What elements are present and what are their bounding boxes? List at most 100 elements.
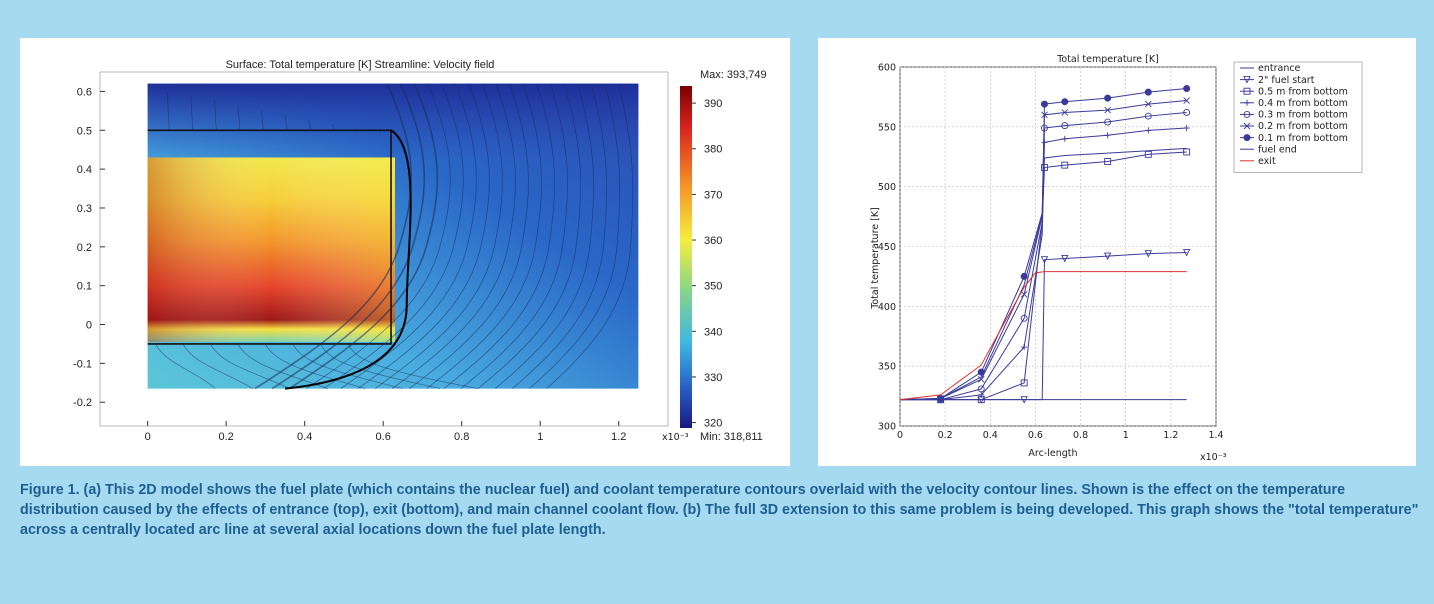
series-line bbox=[899, 88, 1187, 401]
streamline bbox=[288, 83, 439, 390]
marker-triangle bbox=[1103, 252, 1112, 261]
colorbar: 390 380 370 360 350 340 330 320 bbox=[680, 86, 722, 430]
heatmap-plot-area bbox=[99, 71, 669, 427]
legend-entry: 0.3 m from bottom bbox=[1258, 110, 1348, 121]
marker-plus bbox=[1145, 127, 1152, 134]
panel-b-line-chart: Total temperature [K] 0 0.2 0.4 0.6 0.8 1 1.2 1… bbox=[818, 38, 1416, 466]
y-tick-label: 300 bbox=[878, 422, 896, 433]
line-chart-series bbox=[899, 85, 1191, 404]
streamline bbox=[494, 83, 595, 389]
streamline bbox=[284, 114, 288, 131]
streamline-bold bbox=[284, 129, 412, 390]
streamline bbox=[374, 83, 503, 389]
streamline bbox=[237, 105, 241, 131]
legend-entry: 0.1 m from bottom bbox=[1258, 133, 1348, 144]
marker-x bbox=[1020, 291, 1028, 298]
heatmap-axis-ticks: 0 0.2 0.4 0.6 0.8 1 1.2 -0.2 -0.1 0 0.1 0.2 0.3 0.4 0.… bbox=[73, 86, 626, 443]
y-tick-label: 400 bbox=[878, 302, 896, 313]
streamline bbox=[460, 83, 568, 389]
legend-box bbox=[1233, 61, 1363, 173]
marker-x bbox=[1183, 97, 1190, 104]
streamline bbox=[306, 83, 451, 389]
line-chart-ticks: 0 0.2 0.4 0.6 0.8 1 1.2 1.4 300 350 400 450 500 550 60… bbox=[878, 63, 1224, 442]
streamline bbox=[378, 130, 382, 134]
x-tick-label: 0.2 bbox=[938, 430, 953, 441]
streamline bbox=[237, 343, 329, 390]
y-tick-label: 450 bbox=[878, 242, 896, 253]
x-tick-label: 0 bbox=[145, 431, 151, 443]
marker-filled-circle bbox=[1144, 88, 1152, 96]
marker-square bbox=[1020, 379, 1028, 387]
colorbar-tick-label: 370 bbox=[704, 189, 722, 201]
y-tick-label: 500 bbox=[878, 182, 896, 193]
legend-entry: entrance bbox=[1258, 63, 1301, 74]
x-tick-label: 1 bbox=[1123, 430, 1129, 441]
marker-square bbox=[1061, 161, 1069, 169]
x-tick-label: 0.8 bbox=[454, 431, 469, 443]
streamline bbox=[409, 83, 529, 389]
colorbar-tick-label: 380 bbox=[704, 144, 722, 156]
streamline bbox=[347, 343, 478, 390]
marker-plus bbox=[978, 391, 985, 398]
colorbar-tick-label: 390 bbox=[704, 98, 722, 110]
marker-plus bbox=[1183, 125, 1190, 132]
streamline bbox=[357, 83, 490, 389]
streamline bbox=[271, 83, 426, 390]
marker-filled-circle bbox=[1061, 98, 1069, 106]
colorbar-tick-label: 330 bbox=[704, 372, 722, 384]
y-tick-label: -0.2 bbox=[73, 397, 92, 409]
marker-x bbox=[1104, 106, 1111, 114]
marker-circle bbox=[1104, 118, 1112, 126]
heatmap-x-exponent: x10⁻³ bbox=[662, 432, 689, 443]
x-tick-label: 0.6 bbox=[376, 431, 391, 443]
streamline bbox=[213, 100, 217, 131]
streamline bbox=[265, 343, 366, 390]
y-tick-label: 0.3 bbox=[77, 203, 92, 215]
marker-filled-circle bbox=[1183, 85, 1191, 93]
marker-circle bbox=[1183, 109, 1191, 116]
y-tick-label: 0.2 bbox=[77, 242, 92, 254]
x-axis-label: Arc-length bbox=[1028, 448, 1077, 459]
streamline bbox=[155, 343, 216, 389]
streamline bbox=[254, 83, 413, 390]
y-tick-label: 550 bbox=[878, 122, 896, 133]
line-chart-title: Total temperature [K] bbox=[1056, 54, 1159, 65]
marker-triangle bbox=[1061, 255, 1069, 263]
marker-triangle bbox=[1020, 396, 1028, 404]
colorbar-tick-label: 320 bbox=[704, 418, 722, 430]
streamline bbox=[190, 96, 194, 131]
channel-outline bbox=[147, 129, 392, 345]
colorbar-tick-label: 340 bbox=[704, 326, 722, 338]
streamline bbox=[166, 91, 170, 131]
legend-entry: exit bbox=[1258, 156, 1276, 167]
legend-entry: fuel end bbox=[1258, 144, 1297, 155]
marker-plus bbox=[1021, 344, 1028, 351]
colorbar-gradient bbox=[680, 86, 692, 428]
x-tick-label: 1.2 bbox=[1163, 430, 1178, 441]
legend-entry: 0.5 m from bottom bbox=[1258, 86, 1348, 97]
series-exit bbox=[899, 271, 1187, 401]
marker-filled-circle bbox=[1243, 134, 1251, 142]
streamline bbox=[210, 343, 291, 389]
series-line bbox=[899, 271, 1187, 401]
x-tick-label: 1 bbox=[537, 431, 543, 443]
marker-square bbox=[1243, 87, 1251, 95]
heatmap-title: Surface: Total temperature [K] Streamlin… bbox=[226, 59, 495, 71]
y-tick-label: 0.1 bbox=[77, 281, 92, 293]
marker-x bbox=[977, 376, 985, 383]
colorbar-tick-label: 350 bbox=[704, 281, 722, 293]
streamline bbox=[426, 83, 542, 389]
streamlines bbox=[155, 83, 634, 390]
streamline bbox=[477, 83, 581, 389]
legend-entry: 2" fuel start bbox=[1258, 75, 1315, 86]
marker-x bbox=[1144, 100, 1152, 108]
marker-plus bbox=[1244, 99, 1250, 106]
marker-x bbox=[1243, 122, 1251, 130]
x-tick-label: 1.4 bbox=[1208, 430, 1223, 441]
marker-triangle bbox=[1040, 256, 1049, 264]
streamline bbox=[529, 83, 621, 389]
streamline bbox=[355, 128, 358, 131]
marker-plus bbox=[1061, 135, 1068, 142]
streamline bbox=[308, 119, 311, 131]
